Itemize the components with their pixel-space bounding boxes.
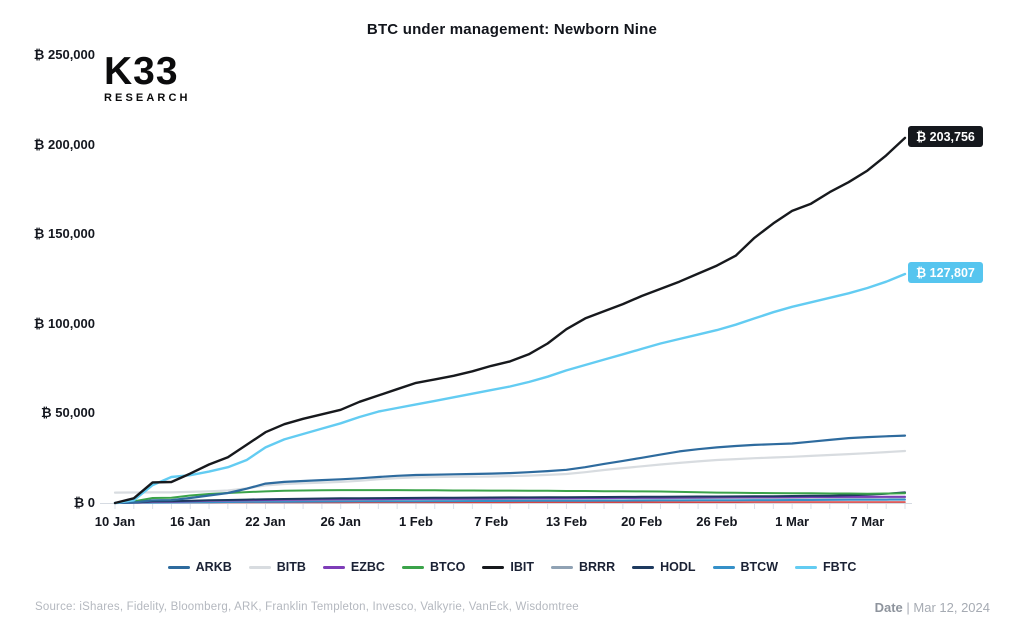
legend-label-btco: BTCO — [429, 560, 466, 574]
legend-swatch-bitb — [248, 565, 271, 569]
x-axis-label: 13 Feb — [545, 514, 588, 529]
legend-label-fbtc: FBTC — [823, 560, 857, 574]
legend-label-brrr: BRRR — [578, 560, 616, 574]
series-line-FBTC — [113, 272, 907, 505]
legend-swatch-ezbc — [322, 565, 345, 569]
date-value: | Mar 12, 2024 — [902, 600, 990, 615]
x-axis-label: 1 Mar — [775, 514, 810, 529]
x-axis-label: 7 Feb — [474, 514, 509, 529]
y-axis-label: ₿ 0 — [73, 495, 95, 510]
x-axis-label: 22 Jan — [245, 514, 286, 529]
legend-swatch-brrr — [550, 565, 573, 569]
legend-item-btcw: BTCW — [712, 560, 779, 574]
source-attribution: Source: iShares, Fidelity, Bloomberg, AR… — [35, 601, 579, 613]
x-axis-label: 7 Mar — [850, 514, 885, 529]
series-line-BITB — [113, 449, 907, 494]
ibit-end-value-label: ₿ 203,756 — [908, 125, 983, 147]
y-axis-label: ₿ 150,000 — [33, 226, 95, 242]
y-axis-label: ₿ 250,000 — [33, 47, 95, 62]
chart-title: BTC under management: Newborn Nine — [366, 21, 658, 38]
series-line-HODL — [114, 491, 906, 504]
legend-swatch-arkb — [167, 565, 190, 569]
x-axis-label: 16 Jan — [169, 514, 211, 529]
legend-swatch-btco — [401, 565, 424, 569]
series-line-ARKB — [113, 434, 907, 505]
series-line-IBIT — [113, 136, 907, 505]
y-axis-label: ₿ 50,000 — [41, 405, 95, 421]
report-date: Date | Mar 12, 2024 — [875, 600, 990, 615]
x-axis-label: 26 Feb — [696, 514, 738, 529]
series-line-BTCO — [114, 489, 906, 504]
y-axis-label: ₿ 200,000 — [33, 136, 95, 152]
x-axis-label: 26 Jan — [320, 514, 361, 529]
legend-swatch-ibit — [482, 565, 505, 569]
legend-label-hodl: HODL — [660, 560, 696, 574]
y-axis-label: ₿ 100,000 — [33, 315, 95, 331]
legend-swatch-btcw — [712, 565, 735, 569]
legend-label-ibit: IBIT — [510, 560, 534, 574]
x-axis-label: 20 Feb — [621, 514, 663, 529]
logo-k33-text: K33 — [104, 50, 179, 93]
legend-item-ibit: IBIT — [482, 560, 534, 574]
legend-item-btco: BTCO — [401, 560, 466, 574]
legend-swatch-hodl — [632, 565, 655, 569]
legend-item-brrr: BRRR — [550, 560, 616, 574]
legend-label-ezbc: EZBC — [350, 560, 385, 574]
legend-item-hodl: HODL — [632, 560, 696, 574]
k33-research-logo: K33 RESEARCH — [104, 52, 191, 104]
legend-item-fbtc: FBTC — [795, 560, 856, 574]
legend-label-arkb: ARKB — [195, 560, 232, 574]
legend-item-bitb: BITB — [248, 560, 306, 574]
legend-label-btcw: BTCW — [740, 560, 779, 574]
legend-label-bitb: BITB — [276, 560, 306, 574]
fbtc-end-value-label: ₿ 127,807 — [908, 261, 983, 283]
legend-item-arkb: ARKB — [167, 560, 232, 574]
logo-research-text: RESEARCH — [104, 92, 191, 104]
legend-swatch-fbtc — [795, 565, 818, 569]
date-label: Date — [874, 600, 903, 615]
legend-item-ezbc: EZBC — [322, 560, 385, 574]
chart-legend: ARKB BITB EZBC BTCO IBIT BRRR HODL BTCW FBTC — [0, 556, 1024, 578]
series-line-BTCW — [114, 498, 906, 504]
x-axis-label: 1 Feb — [398, 514, 433, 529]
x-axis-label: 10 Jan — [94, 514, 136, 529]
